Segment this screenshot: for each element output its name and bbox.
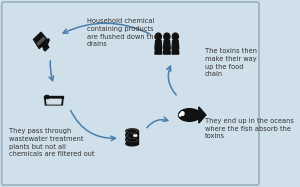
Ellipse shape	[178, 109, 200, 121]
Polygon shape	[46, 99, 61, 104]
Circle shape	[155, 33, 161, 40]
Polygon shape	[167, 48, 170, 54]
Circle shape	[134, 135, 135, 136]
Polygon shape	[172, 48, 175, 54]
Ellipse shape	[126, 134, 138, 138]
Ellipse shape	[126, 129, 138, 133]
Ellipse shape	[127, 130, 137, 132]
Ellipse shape	[126, 138, 138, 142]
Text: They end up in the oceans
where the fish absorb the
toxins: They end up in the oceans where the fish…	[205, 118, 294, 140]
Polygon shape	[164, 48, 167, 54]
Polygon shape	[155, 48, 159, 54]
Bar	[45, 95, 48, 98]
Text: Household chemical
containing products
are flushed down the
drains: Household chemical containing products a…	[87, 18, 158, 47]
Polygon shape	[34, 32, 48, 49]
Polygon shape	[45, 98, 63, 105]
Polygon shape	[158, 48, 162, 54]
Ellipse shape	[126, 133, 138, 137]
Ellipse shape	[126, 137, 138, 141]
Bar	[126, 136, 138, 139]
Circle shape	[181, 112, 184, 115]
Text: The toxins then
make their way
up the food
chain: The toxins then make their way up the fo…	[205, 48, 257, 77]
Ellipse shape	[126, 142, 138, 146]
Polygon shape	[46, 39, 49, 45]
Ellipse shape	[128, 130, 136, 132]
Circle shape	[172, 33, 178, 40]
Bar	[126, 140, 138, 144]
Text: They pass through
wastewater treatment
plants but not all
chemicals are filtered: They pass through wastewater treatment p…	[9, 128, 94, 157]
FancyBboxPatch shape	[2, 2, 259, 185]
Polygon shape	[37, 37, 45, 45]
Ellipse shape	[127, 134, 137, 137]
Circle shape	[164, 33, 170, 40]
Polygon shape	[155, 41, 162, 48]
Polygon shape	[164, 41, 170, 48]
Polygon shape	[179, 114, 180, 117]
Polygon shape	[42, 43, 47, 48]
Ellipse shape	[128, 135, 136, 137]
Ellipse shape	[128, 139, 136, 141]
Bar	[44, 96, 63, 98]
Polygon shape	[43, 45, 49, 51]
Bar	[126, 131, 138, 135]
Ellipse shape	[127, 139, 137, 142]
Polygon shape	[175, 48, 179, 54]
Polygon shape	[199, 107, 206, 123]
Polygon shape	[172, 41, 179, 48]
